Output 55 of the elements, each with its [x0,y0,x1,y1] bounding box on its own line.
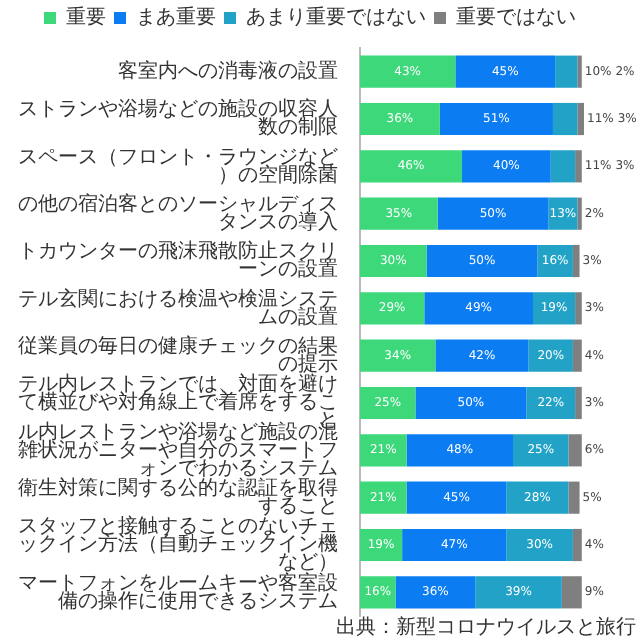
bar [572,244,580,278]
bar [555,55,578,88]
y-tick-label: スペース（フロント・ラウンジなど）の空間除菌 [18,146,338,187]
bar [360,434,407,467]
bar [513,434,569,467]
y-tick-label: テル玄関における検温や検温システムの設置 [18,286,338,329]
bar [360,481,407,514]
bar [406,434,514,467]
bar [435,339,529,372]
legend-label: 重要ではない [456,5,576,30]
y-tick-label: トカウンターの飛沫飛散防止スクリーンの設置 [18,239,338,282]
bar [360,339,436,372]
bar [360,55,456,88]
bar [360,386,416,420]
bar [406,481,507,514]
y-tick-label: スタッフと接触することのないチェックイン方法（自動チェックイン機など） [18,514,338,575]
legend-label: 重要 [66,5,106,30]
y-tick-label: ストランや浴場などの施設の収容人数の制限 [18,97,338,140]
bar [575,386,582,420]
y-tick-label: の他の宿泊客とのソーシャルディスタンスの導入 [18,191,338,234]
bar [402,528,507,562]
bar [415,386,527,420]
source-note: 出典：新型コロナウイルスと旅行 [336,615,636,640]
legend-label: あまり重要ではない [246,5,426,30]
bar [577,102,584,136]
bar [395,576,476,609]
bar [575,292,582,325]
bar [455,55,556,88]
bar [561,576,582,609]
bar [360,102,440,136]
bar [568,434,582,467]
bar [462,150,551,183]
bar [575,150,582,183]
bar [572,528,582,562]
legend-label: まあ重要 [136,5,216,30]
bar [360,197,438,230]
bar [426,244,538,278]
y-tick-label: 客室内への消毒液の設置 [118,58,338,83]
bar [475,576,562,609]
bar [506,481,569,514]
bar [568,481,580,514]
bar [360,150,463,183]
bar [439,102,553,136]
bar [424,292,533,325]
y-tick-label: マートフォンをルームキーや客室設備の操作に使用できるシステム [18,570,338,613]
bar [360,244,427,278]
bar [526,386,576,420]
bar [506,528,573,562]
bar [550,150,576,183]
bar [360,292,425,325]
bar [552,102,578,136]
y-tick-label: 従業員の毎日の健康チェックの結果の提示 [18,333,338,376]
y-tick-label: 衛生対策に関する公的な認証を取得すること [18,475,338,518]
bar [437,197,549,230]
bar [572,339,582,372]
